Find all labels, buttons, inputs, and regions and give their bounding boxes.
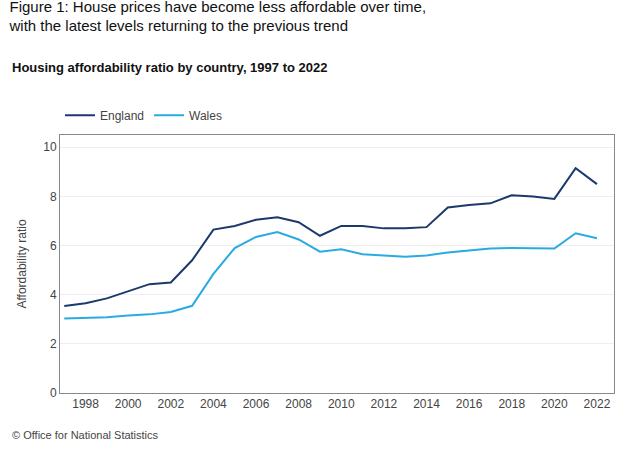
svg-text:2: 2 — [50, 337, 57, 351]
svg-text:Affordability ratio: Affordability ratio — [15, 219, 29, 308]
svg-text:2018: 2018 — [498, 397, 525, 411]
svg-text:2012: 2012 — [371, 397, 398, 411]
svg-text:Figure 1: House prices have be: Figure 1: House prices have become less … — [9, 0, 427, 34]
svg-text:© Office for National Statisti: © Office for National Statistics — [12, 429, 159, 441]
svg-text:2010: 2010 — [328, 397, 355, 411]
svg-text:2000: 2000 — [115, 397, 142, 411]
svg-text:1998: 1998 — [72, 397, 99, 411]
svg-text:2008: 2008 — [285, 397, 312, 411]
svg-text:2014: 2014 — [413, 397, 440, 411]
svg-text:10: 10 — [43, 140, 57, 154]
svg-text:Housing affordability ratio by: Housing affordability ratio by country, … — [12, 60, 327, 75]
svg-text:2004: 2004 — [200, 397, 227, 411]
svg-text:2016: 2016 — [456, 397, 483, 411]
svg-text:2022: 2022 — [584, 397, 611, 411]
svg-text:0: 0 — [50, 386, 57, 400]
svg-text:8: 8 — [50, 190, 57, 204]
svg-text:2006: 2006 — [243, 397, 270, 411]
svg-text:Wales: Wales — [189, 109, 222, 123]
svg-text:England: England — [100, 109, 144, 123]
svg-text:6: 6 — [50, 239, 57, 253]
svg-text:2020: 2020 — [541, 397, 568, 411]
svg-text:4: 4 — [50, 288, 57, 302]
svg-text:2002: 2002 — [157, 397, 184, 411]
